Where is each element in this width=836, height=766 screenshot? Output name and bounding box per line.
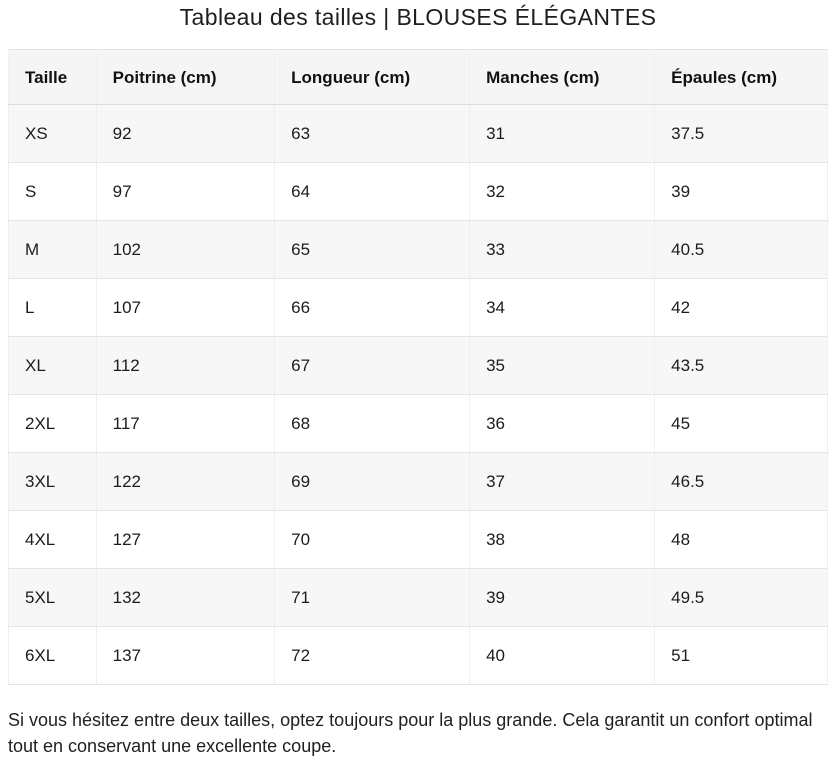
table-row: L 107 66 34 42 xyxy=(8,278,828,337)
measurement-cell: 92 xyxy=(95,104,276,163)
measurement-cell: 49.5 xyxy=(654,568,828,627)
measurement-cell: 48 xyxy=(654,510,828,569)
header-row: Taille Poitrine (cm) Longueur (cm) Manches … xyxy=(8,49,828,105)
measurement-cell: 42 xyxy=(654,278,828,337)
measurement-cell: 66 xyxy=(274,278,471,337)
table-row: 4XL 127 70 38 48 xyxy=(8,510,828,569)
size-label-cell: XL xyxy=(8,336,97,395)
size-chart-body: XS 92 63 31 37.5 S 97 64 32 39 M 102 65 33 40.5 L 107 66 3… xyxy=(8,104,828,685)
size-chart-header: Taille Poitrine (cm) Longueur (cm) Manches … xyxy=(8,49,828,105)
column-header: Manches (cm) xyxy=(469,49,656,105)
size-label-cell: L xyxy=(8,278,97,337)
measurement-cell: 67 xyxy=(274,336,471,395)
size-label-cell: S xyxy=(8,162,97,221)
measurement-cell: 70 xyxy=(274,510,471,569)
measurement-cell: 65 xyxy=(274,220,471,279)
table-row: 2XL 117 68 36 45 xyxy=(8,394,828,453)
measurement-cell: 32 xyxy=(469,162,656,221)
measurement-cell: 112 xyxy=(95,336,276,395)
page-title: Tableau des tailles | BLOUSES ÉLÉGANTES xyxy=(179,4,657,30)
measurement-cell: 71 xyxy=(274,568,471,627)
sizing-note: Si vous hésitez entre deux tailles, opte… xyxy=(8,710,813,757)
measurement-cell: 45 xyxy=(654,394,828,453)
measurement-cell: 40 xyxy=(469,626,656,685)
measurement-cell: 33 xyxy=(469,220,656,279)
measurement-cell: 40.5 xyxy=(654,220,828,279)
measurement-cell: 43.5 xyxy=(654,336,828,395)
table-row: XL 112 67 35 43.5 xyxy=(8,336,828,395)
measurement-cell: 107 xyxy=(95,278,276,337)
measurement-cell: 39 xyxy=(469,568,656,627)
measurement-cell: 72 xyxy=(274,626,471,685)
table-row: 5XL 132 71 39 49.5 xyxy=(8,568,828,627)
table-row: 3XL 122 69 37 46.5 xyxy=(8,452,828,511)
measurement-cell: 38 xyxy=(469,510,656,569)
column-header: Poitrine (cm) xyxy=(95,49,276,105)
measurement-cell: 39 xyxy=(654,162,828,221)
measurement-cell: 51 xyxy=(654,626,828,685)
measurement-cell: 36 xyxy=(469,394,656,453)
measurement-cell: 127 xyxy=(95,510,276,569)
measurement-cell: 137 xyxy=(95,626,276,685)
measurement-cell: 64 xyxy=(274,162,471,221)
column-header: Longueur (cm) xyxy=(274,49,471,105)
table-row: S 97 64 32 39 xyxy=(8,162,828,221)
measurement-cell: 122 xyxy=(95,452,276,511)
measurement-cell: 69 xyxy=(274,452,471,511)
measurement-cell: 37 xyxy=(469,452,656,511)
measurement-cell: 132 xyxy=(95,568,276,627)
size-label-cell: 5XL xyxy=(8,568,97,627)
measurement-cell: 68 xyxy=(274,394,471,453)
measurement-cell: 63 xyxy=(274,104,471,163)
measurement-cell: 102 xyxy=(95,220,276,279)
size-label-cell: M xyxy=(8,220,97,279)
size-label-cell: XS xyxy=(8,104,97,163)
measurement-cell: 35 xyxy=(469,336,656,395)
size-label-cell: 3XL xyxy=(8,452,97,511)
column-header: Taille xyxy=(8,49,97,105)
table-row: XS 92 63 31 37.5 xyxy=(8,104,828,163)
measurement-cell: 31 xyxy=(469,104,656,163)
measurement-cell: 117 xyxy=(95,394,276,453)
size-label-cell: 6XL xyxy=(8,626,97,685)
measurement-cell: 34 xyxy=(469,278,656,337)
size-label-cell: 2XL xyxy=(8,394,97,453)
measurement-cell: 97 xyxy=(95,162,276,221)
table-row: M 102 65 33 40.5 xyxy=(8,220,828,279)
size-chart-table: Taille Poitrine (cm) Longueur (cm) Manches … xyxy=(8,49,828,685)
table-row: 6XL 137 72 40 51 xyxy=(8,626,828,685)
size-label-cell: 4XL xyxy=(8,510,97,569)
measurement-cell: 37.5 xyxy=(654,104,828,163)
column-header: Épaules (cm) xyxy=(654,49,828,105)
measurement-cell: 46.5 xyxy=(654,452,828,511)
